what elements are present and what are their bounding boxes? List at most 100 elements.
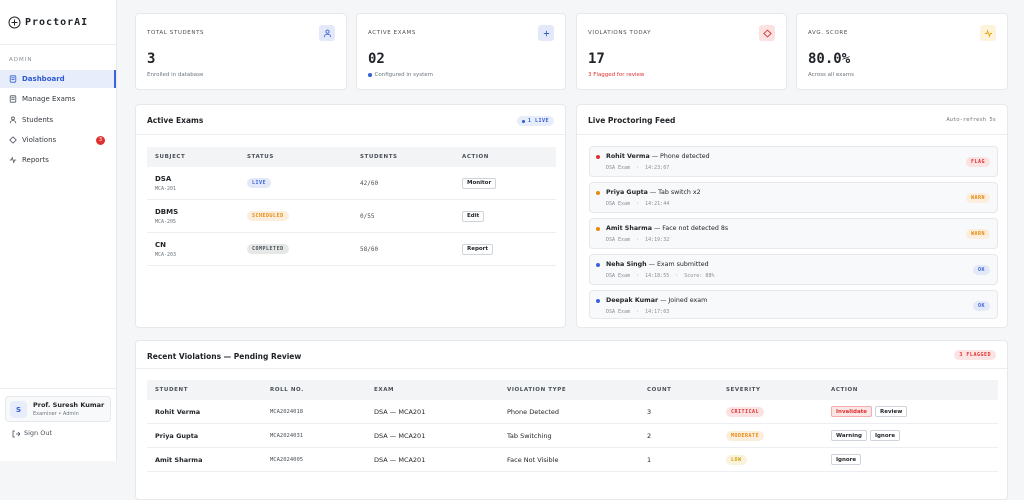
flagged-badge: 3 FLAGGED: [954, 350, 996, 360]
feed-meta: DSA Exam · 14:23:07: [606, 165, 670, 171]
nav-label: Manage Exams: [22, 95, 76, 104]
stat-value: 02: [368, 51, 385, 67]
nav-item[interactable]: Students: [0, 111, 116, 129]
action-button[interactable]: Report: [462, 243, 494, 255]
nav-label: Dashboard: [22, 75, 65, 83]
nav-label: Students: [22, 115, 54, 124]
feed-tag: WARN: [965, 229, 990, 239]
student-name: Amit Sharma: [606, 225, 652, 232]
feed-tag: WARN: [965, 193, 990, 203]
avatar: S: [10, 401, 27, 418]
cell: SCHEDULED: [239, 211, 352, 221]
table-row: Amit Sharma MCA2024005 DSA — MCA201 Face No…: [147, 448, 998, 472]
stat-label: ACTIVE EXAMS: [368, 30, 416, 36]
stat-icon: [319, 25, 335, 41]
feed-meta: DSA Exam · 14:19:32: [606, 237, 670, 243]
feed-meta: DSA Exam · 14:18:55 · Score: 88%: [606, 273, 715, 279]
badge-text: 1 LIVE: [527, 118, 549, 124]
subject: DSA: [155, 174, 172, 183]
icon: [762, 28, 772, 38]
event: — Phone detected: [651, 153, 710, 160]
action-button[interactable]: Ignore: [831, 454, 862, 465]
roll: MCA2024005: [270, 456, 304, 463]
icon: [543, 30, 549, 36]
stat-icon: [980, 25, 996, 41]
dot: [521, 119, 525, 123]
action-button[interactable]: Monitor: [462, 177, 497, 189]
feed-panel: Live Proctoring Feed Auto-refresh 5s Roh…: [576, 104, 1008, 328]
action-button[interactable]: Edit: [462, 210, 485, 222]
user-role: Examiner • Admin: [33, 411, 79, 417]
feed-line: Deepak Kumar — Joined exam: [606, 297, 707, 304]
nav-item[interactable]: Violations 3: [0, 131, 116, 149]
roll: MCA2024031: [270, 432, 304, 439]
cell: LIVE: [239, 178, 352, 188]
table-row: CN MCA-203 COMPLETED 58/60 Report: [147, 233, 556, 266]
count: 1: [647, 455, 652, 464]
note-text: Enrolled in database: [147, 72, 204, 78]
severity-badge: LOW: [726, 454, 747, 465]
table-header: STUDENT ROLL NO. EXAM VIOLATION TYPE COUNT SE…: [147, 380, 998, 400]
note-text: 3 Flagged for review: [588, 72, 645, 78]
students: 58/60: [360, 245, 379, 253]
cell: CN MCA-203: [147, 241, 239, 258]
logo-icon: [8, 16, 21, 29]
stat-icon: [538, 25, 554, 41]
action-button[interactable]: Warning: [831, 430, 867, 441]
sidebar: ProctorAI ADMIN Dashboard Manage Exams Stu…: [0, 0, 117, 461]
nav-label: Reports: [22, 156, 49, 165]
column-header: EXAM: [374, 387, 395, 393]
subject: DBMS: [155, 207, 179, 216]
cell: DSA MCA-201: [147, 175, 239, 192]
violations-panel: Recent Violations — Pending Review 3 FLA…: [135, 340, 1008, 500]
table-header: SUBJECT STATUS STUDENTS ACTION: [147, 147, 556, 167]
feed-tag: FLAG: [965, 157, 990, 167]
status-badge: LIVE: [247, 178, 272, 188]
violations-table: STUDENT ROLL NO. EXAM VIOLATION TYPE COUNT SE…: [147, 380, 998, 472]
status-dot: [596, 299, 600, 303]
cell: Warning Ignore: [823, 430, 998, 441]
stat-card: AVG. SCORE 80.0% Across all exams: [796, 13, 1008, 90]
cell: MODERATE: [718, 430, 823, 441]
code: MCA-205: [155, 218, 177, 225]
stat-card: ACTIVE EXAMS 02 Configured in system: [356, 13, 566, 90]
feed-line: Rohit Verma — Phone detected: [606, 153, 710, 160]
nav-item[interactable]: Dashboard: [0, 70, 116, 88]
user-card[interactable]: S Prof. Suresh Kumar Examiner • Admin: [5, 396, 111, 422]
column-header: SUBJECT: [155, 154, 186, 160]
stat-label: VIOLATIONS TODAY: [588, 30, 652, 36]
panel-title: Live Proctoring Feed: [588, 116, 676, 125]
exam: DSA — MCA201: [374, 407, 426, 416]
note-text: Across all exams: [808, 72, 854, 78]
cell: DBMS MCA-205: [147, 208, 239, 225]
feed-tag: OK: [972, 301, 990, 311]
action-button[interactable]: Ignore: [869, 430, 901, 441]
action-button[interactable]: Review: [875, 406, 908, 417]
stat-value: 17: [588, 51, 605, 67]
exam: DSA — MCA201: [374, 431, 426, 440]
nav-icon: [9, 116, 17, 123]
nav-label: Violations: [22, 135, 57, 144]
status-badge: COMPLETED: [247, 244, 289, 254]
student-name: Neha Singh: [606, 261, 647, 268]
column-header: STATUS: [247, 154, 274, 160]
cell: COMPLETED: [239, 244, 352, 254]
event: — Exam submitted: [648, 261, 709, 268]
stat-icon: [759, 25, 775, 41]
panel-title: Recent Violations — Pending Review: [147, 352, 302, 361]
count: 3: [647, 407, 652, 416]
student: Priya Gupta: [155, 431, 199, 440]
stat-value: 3: [147, 51, 156, 67]
feed-item: Deepak Kumar — Joined exam DSA Exam · 14:…: [589, 290, 998, 319]
action-button[interactable]: Invalidate: [831, 406, 873, 417]
nav-item[interactable]: Reports: [0, 151, 116, 169]
sign-out[interactable]: Sign Out: [24, 429, 53, 437]
divider: [0, 388, 116, 389]
divider: [136, 368, 1007, 369]
feed-item: Neha Singh — Exam submitted DSA Exam · 14…: [589, 254, 998, 285]
refresh-note: Auto-refresh 5s: [946, 117, 996, 123]
nav-item[interactable]: Manage Exams: [0, 90, 116, 108]
exams-table: SUBJECT STATUS STUDENTS ACTION DSA MCA-201 LIV…: [147, 147, 556, 266]
cell: Monitor: [454, 177, 556, 189]
